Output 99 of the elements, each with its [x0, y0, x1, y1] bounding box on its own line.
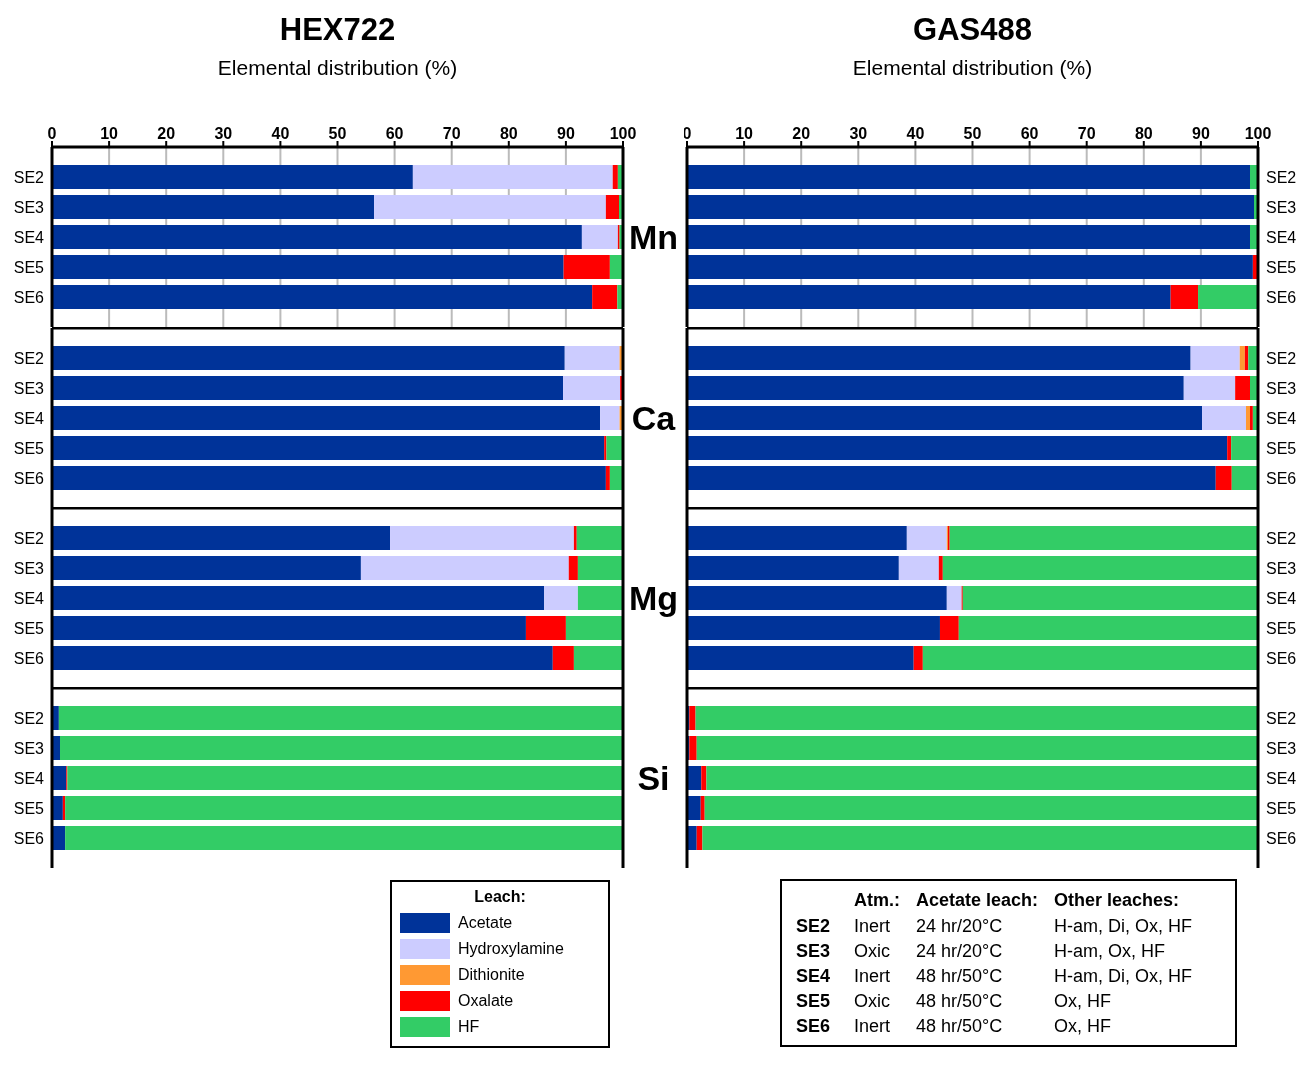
y-tick-label: SE2: [13, 168, 45, 186]
y-tick-label: SE4: [1266, 228, 1297, 246]
y-tick-label: SE4: [13, 228, 45, 246]
category-label: SE3: [796, 941, 831, 961]
text: Ox, HF: [1054, 991, 1112, 1011]
y2-axis-title: Mg: [627, 577, 680, 619]
x-tick-label: 0: [682, 125, 692, 142]
text: Inert: [854, 916, 891, 936]
x-tick-label: 70: [1077, 125, 1096, 142]
y-tick-label: SE3: [1266, 559, 1297, 577]
x-tick-label: 10: [100, 125, 119, 142]
x-tick-label: 40: [271, 125, 290, 142]
y-tick-label: SE4: [13, 769, 45, 787]
category-label: SE6: [796, 1016, 831, 1036]
x-tick-label: 100: [1244, 125, 1272, 142]
x-tick-label: 80: [499, 125, 518, 142]
text: Oxic: [854, 991, 890, 1011]
y-tick-label: SE3: [13, 198, 45, 216]
category-label: SE5: [796, 991, 831, 1011]
x-tick-label: 30: [849, 125, 868, 142]
y-tick-label: SE5: [13, 619, 45, 637]
x-tick-label: 90: [557, 125, 575, 142]
y-tick-label: SE6: [1266, 649, 1297, 667]
text: H-am, Di, Ox, HF: [1054, 916, 1193, 936]
y-tick-label: SE2: [13, 349, 45, 367]
y-tick-label: SE5: [1266, 619, 1297, 637]
y-tick-label: SE4: [1266, 589, 1297, 607]
x-tick-label: 70: [442, 125, 461, 142]
legend-label: HF: [458, 1018, 480, 1036]
text: H-am, Ox, HF: [1054, 941, 1166, 961]
text: Oxic: [854, 941, 890, 961]
y-tick-label: SE3: [1266, 198, 1297, 216]
legend-title: Leach:: [473, 888, 527, 906]
y-tick-label: SE4: [13, 409, 45, 427]
y-tick-label: SE6: [13, 469, 45, 487]
y-tick-label: SE2: [1266, 529, 1297, 547]
y-tick-label: SE6: [1266, 288, 1297, 306]
legend-label: Acetate: [458, 914, 513, 932]
y-tick-label: SE2: [13, 709, 45, 727]
y-tick-label: SE3: [1266, 379, 1297, 397]
x-tick-label: 50: [328, 125, 347, 142]
text: Other leaches:: [1053, 889, 1181, 912]
text: Atm.:: [853, 889, 901, 912]
x-tick-label: 60: [1020, 125, 1039, 142]
y-tick-label: SE6: [1266, 829, 1297, 847]
x-tick-label: 20: [792, 125, 811, 142]
y-tick-label: SE3: [13, 559, 45, 577]
y-tick-label: SE2: [13, 529, 45, 547]
text: Ox, HF: [1054, 1016, 1112, 1036]
legend-label: Hydroxylamine: [458, 940, 564, 958]
x-tick-label: 90: [1192, 125, 1210, 142]
y-tick-label: SE5: [13, 439, 45, 457]
y-tick-label: SE5: [13, 258, 45, 276]
y-tick-label: SE2: [1266, 349, 1297, 367]
y-tick-label: SE6: [1266, 469, 1297, 487]
x-axis-title: Elemental distribution (%): [216, 56, 459, 80]
x-tick-label: 60: [385, 125, 404, 142]
text: 48 hr/50°C: [916, 991, 1003, 1011]
category-label: SE2: [796, 916, 831, 936]
text: 24 hr/20°C: [916, 916, 1003, 936]
y-tick-label: SE5: [1266, 799, 1297, 817]
y-tick-label: SE5: [1266, 439, 1297, 457]
text: 24 hr/20°C: [916, 941, 1003, 961]
x-tick-label: 40: [906, 125, 925, 142]
y-tick-label: SE5: [1266, 258, 1297, 276]
y-tick-label: SE3: [1266, 739, 1297, 757]
y-tick-label: SE5: [13, 799, 45, 817]
chart-title: HEX722: [278, 12, 397, 48]
y-tick-label: SE2: [1266, 168, 1297, 186]
y-tick-label: SE3: [13, 379, 45, 397]
chart-title: GAS488: [912, 12, 1033, 48]
x-tick-label: 10: [735, 125, 754, 142]
y-tick-label: SE6: [13, 649, 45, 667]
text: 48 hr/50°C: [916, 1016, 1003, 1036]
y-tick-label: SE3: [13, 739, 45, 757]
y-tick-label: SE6: [13, 288, 45, 306]
y-tick-label: SE4: [13, 589, 45, 607]
text: Inert: [854, 1016, 891, 1036]
x-tick-label: 80: [1134, 125, 1153, 142]
category-label: SE4: [796, 966, 831, 986]
x-tick-label: 20: [157, 125, 176, 142]
text: Acetate leach:: [915, 889, 1040, 912]
x-tick-label: 0: [47, 125, 57, 142]
y-tick-label: SE6: [13, 829, 45, 847]
text: H-am, Di, Ox, HF: [1054, 966, 1193, 986]
x-axis-title: Elemental distribution (%): [851, 56, 1094, 80]
text: 48 hr/50°C: [916, 966, 1003, 986]
x-tick-label: 100: [609, 125, 637, 142]
text: Inert: [854, 966, 891, 986]
y2-axis-title: Si: [636, 757, 671, 799]
y-tick-label: SE2: [1266, 709, 1297, 727]
y2-axis-title: Ca: [630, 397, 677, 439]
y2-axis-title: Mn: [627, 216, 680, 258]
x-tick-label: 30: [214, 125, 233, 142]
y-tick-label: SE4: [1266, 409, 1297, 427]
x-tick-label: 50: [963, 125, 982, 142]
legend-label: Dithionite: [458, 966, 525, 984]
legend-label: Oxalate: [458, 992, 514, 1010]
y-tick-label: SE4: [1266, 769, 1297, 787]
